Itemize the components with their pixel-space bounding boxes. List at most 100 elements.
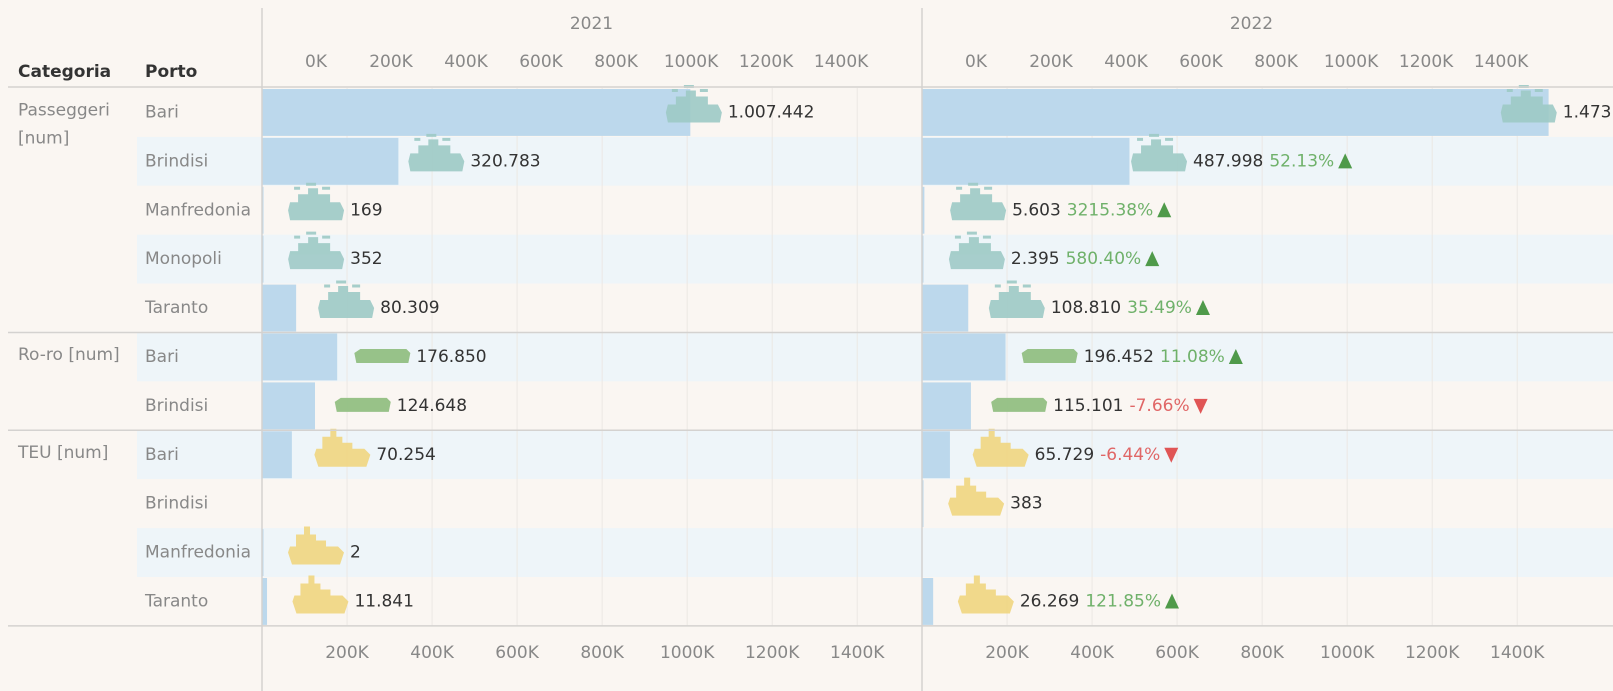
- bottom-tick-label: 200K: [325, 643, 369, 663]
- change-label: -7.66%: [1129, 396, 1189, 416]
- icon: [988, 280, 1045, 319]
- value-label: 320.783: [470, 151, 540, 171]
- top-tick-label: 0K: [305, 52, 328, 72]
- bar: [922, 578, 934, 625]
- smoke: [994, 280, 1031, 288]
- icon: [318, 280, 375, 319]
- icon: [1131, 133, 1188, 172]
- icon: [288, 182, 345, 221]
- bar: [922, 382, 971, 430]
- icon: [314, 428, 371, 467]
- header-porto: Porto: [145, 62, 197, 82]
- value-label: 487.998: [1193, 151, 1263, 171]
- bottom-tick-label: 400K: [1070, 643, 1114, 663]
- bottom-tick-label: 1200K: [745, 643, 800, 663]
- ship-icon: [288, 188, 345, 221]
- group-label: Passeggeri: [18, 100, 110, 120]
- bottom-tick-label: 400K: [410, 643, 454, 663]
- top-tick-label: 1200K: [739, 52, 794, 72]
- top-tick-label: 1200K: [1399, 52, 1454, 72]
- change-arrow: [1164, 593, 1179, 609]
- top-tick-label: 800K: [1254, 52, 1298, 72]
- top-tick-label: 800K: [594, 52, 638, 72]
- bar: [262, 431, 292, 479]
- change-arrow: [1193, 398, 1208, 414]
- group-label: TEU [num]: [17, 443, 108, 463]
- change-label: 35.49%: [1127, 298, 1192, 318]
- top-tick-label: 400K: [444, 52, 488, 72]
- bar: [262, 137, 399, 185]
- group-label-cont: [num]: [18, 128, 69, 148]
- row-band: [137, 479, 1613, 529]
- top-tick-label: 200K: [1029, 52, 1073, 72]
- row-band: [137, 528, 1613, 577]
- bottom-tick-label: 600K: [495, 643, 539, 663]
- porto-label: Monopoli: [145, 249, 222, 269]
- porto-label: Taranto: [144, 298, 208, 318]
- ship-icon: [318, 286, 375, 319]
- bar: [922, 284, 969, 332]
- icon: [948, 231, 1005, 270]
- row-band: [137, 185, 1613, 235]
- roro-icon: [334, 397, 391, 412]
- bar: [262, 333, 338, 381]
- top-tick-label: 0K: [965, 52, 988, 72]
- value-label: 196.452: [1084, 347, 1154, 367]
- porto-label: Manfredonia: [145, 200, 251, 220]
- top-tick-label: 200K: [369, 52, 413, 72]
- change-label: 580.40%: [1066, 249, 1142, 269]
- cargo-icon: [292, 575, 349, 614]
- smoke: [1137, 133, 1174, 141]
- top-tick-label: 1400K: [814, 52, 869, 72]
- top-tick-label: 1000K: [664, 52, 719, 72]
- bar: [262, 382, 315, 430]
- change-arrow: [1145, 251, 1160, 267]
- icon: [972, 428, 1029, 467]
- porto-label: Brindisi: [145, 494, 208, 514]
- value-label: 108.810: [1051, 298, 1121, 318]
- value-label: 383: [1010, 494, 1042, 514]
- row-band: [137, 430, 1613, 480]
- roro-icon: [991, 397, 1048, 412]
- icon: [334, 397, 391, 412]
- porto-label: Taranto: [144, 591, 208, 611]
- bottom-tick-label: 800K: [1240, 643, 1284, 663]
- value-label: 2: [350, 543, 361, 563]
- porto-label: Brindisi: [145, 151, 208, 171]
- bar: [922, 89, 1549, 136]
- value-label: 352: [350, 249, 382, 269]
- smoke: [414, 133, 451, 141]
- top-tick-label: 600K: [519, 52, 563, 72]
- top-tick-label: 400K: [1104, 52, 1148, 72]
- bottom-tick-label: 1000K: [660, 643, 715, 663]
- bottom-tick-label: 1400K: [1490, 643, 1545, 663]
- ship-icon: [1500, 90, 1557, 123]
- ship-icon: [665, 90, 722, 123]
- ship-icon: [948, 237, 1005, 270]
- change-arrow: [1157, 202, 1172, 218]
- value-label: 26.269: [1020, 591, 1079, 611]
- porto-label: Manfredonia: [145, 543, 251, 563]
- ship-icon: [950, 188, 1007, 221]
- top-tick-label: 600K: [1179, 52, 1223, 72]
- value-label: 124.648: [397, 396, 467, 416]
- value-label: 2.395: [1011, 249, 1060, 269]
- change-arrow: [1338, 153, 1353, 169]
- ship-icon: [988, 286, 1045, 319]
- value-label: 80.309: [380, 298, 439, 318]
- icon: [950, 182, 1007, 221]
- smoke: [954, 231, 991, 239]
- porto-label: Brindisi: [145, 396, 208, 416]
- row-band: [137, 234, 1613, 284]
- value-label: 70.254: [376, 445, 435, 465]
- porto-label: Bari: [145, 445, 179, 465]
- bar: [262, 89, 691, 136]
- value-label: 176.850: [416, 347, 486, 367]
- row-band: [137, 283, 1613, 333]
- icon: [354, 348, 411, 363]
- smoke: [294, 231, 331, 239]
- change-arrow: [1228, 348, 1243, 364]
- porto-label: Bari: [145, 347, 179, 367]
- change-arrow: [1164, 447, 1179, 463]
